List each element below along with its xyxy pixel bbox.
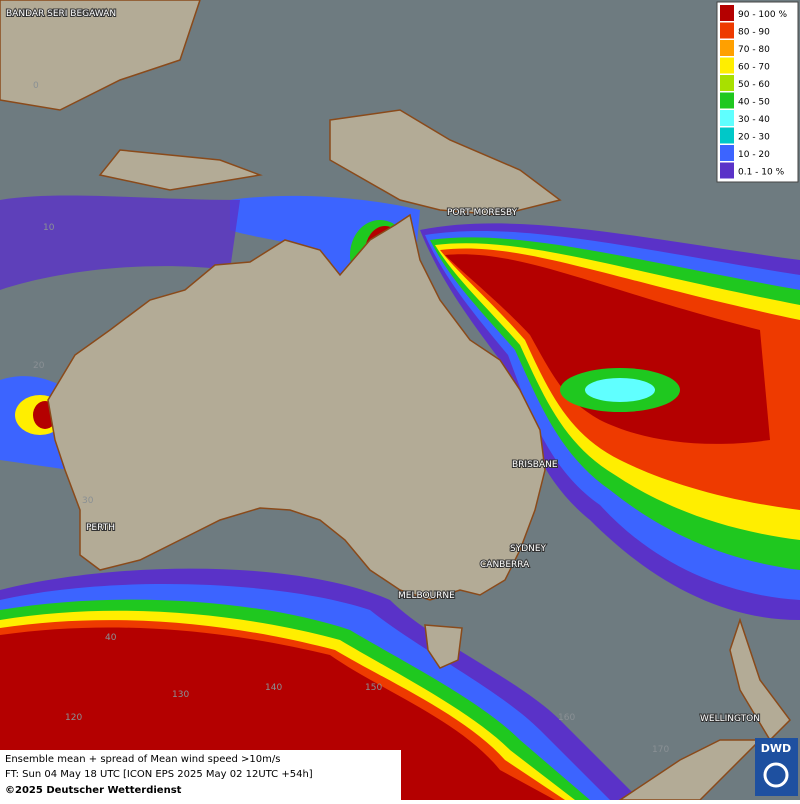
grid-label: 160	[558, 713, 575, 723]
place-labels: BANDAR SERI BEGAWAN PORT MORESBY BRISBAN…	[5, 8, 761, 725]
legend-label: 60 - 70	[738, 63, 770, 73]
legend-swatch	[720, 110, 734, 126]
footer-box	[0, 750, 401, 800]
legend-swatch	[720, 5, 734, 21]
place-label: PERTH	[86, 523, 115, 533]
grid-label: 10	[43, 223, 55, 233]
place-label: MELBOURNE	[398, 591, 455, 601]
legend-label: 70 - 80	[738, 45, 770, 55]
grid-labels: 0 10 20 30 40 120 130 140 150 160 170	[33, 81, 669, 755]
grid-label: 0	[33, 81, 39, 91]
legend-swatch	[720, 40, 734, 56]
grid-label: 20	[33, 361, 45, 371]
legend-swatch	[720, 57, 734, 74]
place-label: PORT MORESBY	[447, 208, 518, 218]
logo: DWD	[755, 738, 798, 796]
grid-label: 170	[652, 745, 669, 755]
grid-label: 40	[105, 633, 117, 643]
footer-line: ©2025 Deutscher Wetterdienst	[5, 785, 182, 796]
grid-label: 130	[172, 690, 189, 700]
grid-label: 30	[82, 496, 94, 506]
grid-label: 120	[65, 713, 82, 723]
legend-label: 80 - 90	[738, 28, 770, 38]
legend-label: 10 - 20	[738, 150, 770, 160]
legend-swatch	[720, 162, 734, 179]
footer-line: Ensemble mean + spread of Mean wind spee…	[5, 754, 280, 765]
logo-icon	[763, 762, 789, 788]
footer: Ensemble mean + spread of Mean wind spee…	[0, 750, 401, 800]
footer-line: FT: Sun 04 May 18 UTC [ICON EPS 2025 May…	[5, 769, 313, 780]
place-label: BRISBANE	[512, 460, 558, 470]
legend-swatch	[720, 75, 734, 91]
legend-label: 90 - 100 %	[738, 10, 787, 20]
place-label: CANBERRA	[480, 560, 530, 570]
legend-swatch	[720, 22, 734, 39]
legend-label: 0.1 - 10 %	[738, 168, 785, 178]
legend-swatch	[720, 145, 734, 161]
legend-label: 30 - 40	[738, 115, 770, 125]
place-label: WELLINGTON	[700, 714, 760, 724]
logo-text: DWD	[761, 742, 791, 755]
legend-label: 50 - 60	[738, 80, 770, 90]
grid-label: 150	[365, 683, 382, 693]
legend: 90 - 100 % 80 - 90 70 - 80 60 - 70 50 - 60 40…	[716, 1, 799, 183]
legend-swatch	[720, 127, 734, 144]
legend-swatch	[720, 92, 734, 109]
place-label: SYDNEY	[510, 544, 547, 554]
legend-label: 20 - 30	[738, 133, 770, 143]
grid-label: 140	[265, 683, 282, 693]
place-label: BANDAR SERI BEGAWAN	[6, 9, 116, 19]
legend-label: 40 - 50	[738, 98, 770, 108]
